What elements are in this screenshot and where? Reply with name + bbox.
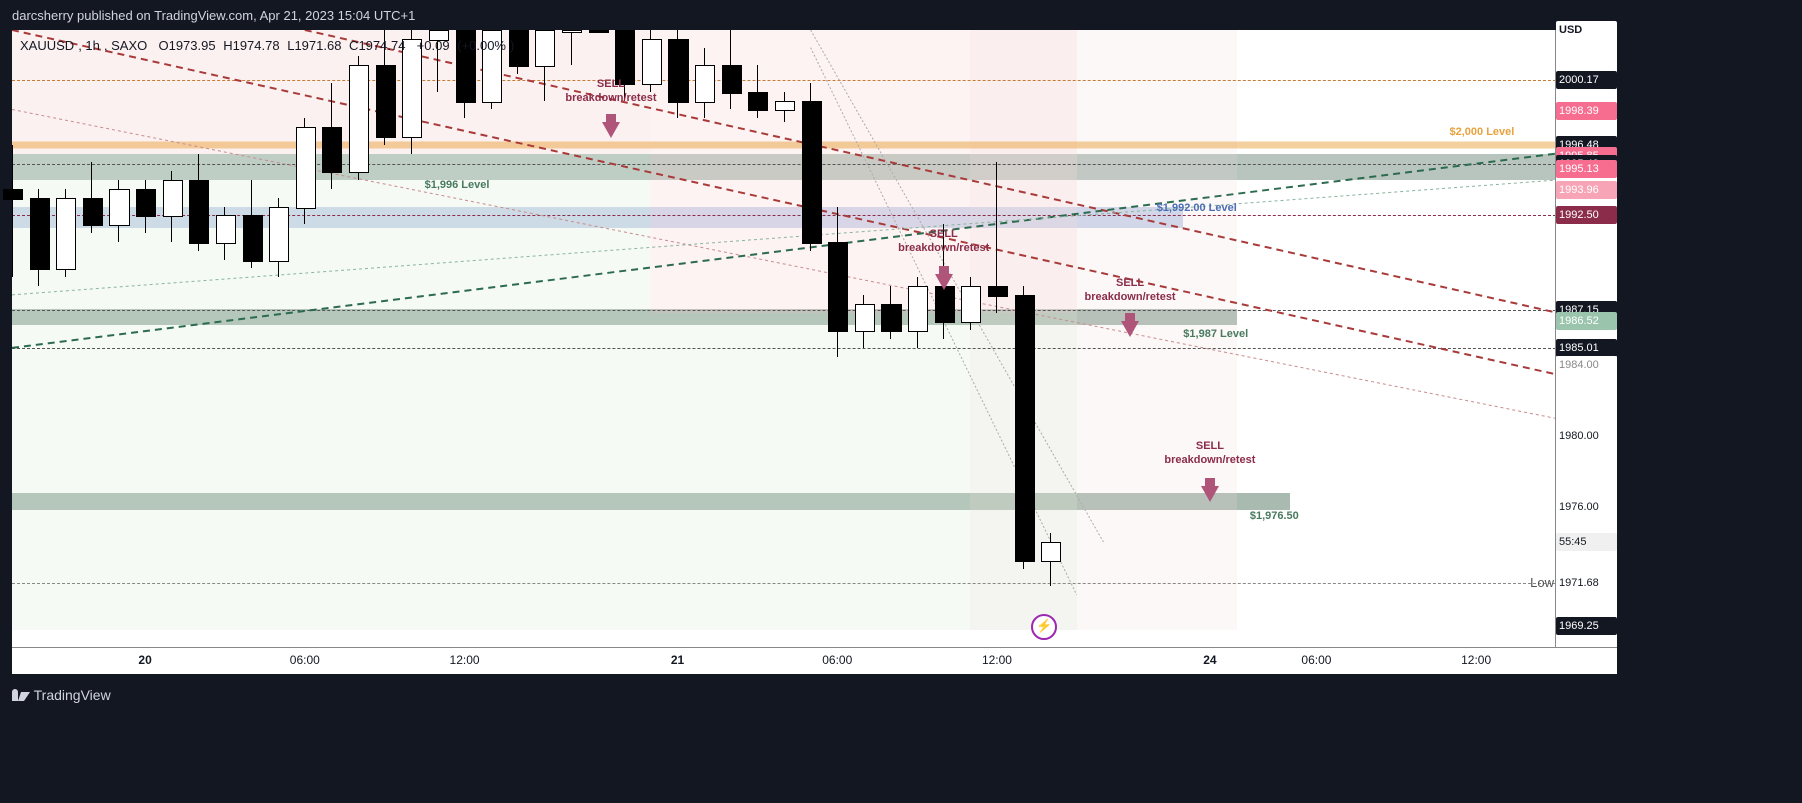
time-tick: 20 — [138, 653, 151, 667]
tradingview-logo: TradingView — [12, 687, 111, 703]
candle-body — [136, 189, 156, 217]
time-tick: 12:00 — [450, 653, 480, 667]
price-tag: 1971.68 — [1556, 574, 1617, 592]
price-tag: 1969.25 — [1556, 617, 1617, 635]
candle-body — [695, 65, 715, 102]
price-tag: 1986.52 — [1556, 312, 1617, 330]
price-zone — [12, 154, 651, 631]
candle-body — [615, 30, 635, 85]
price-tag: 1984.00 — [1556, 356, 1617, 374]
candle-body — [562, 30, 582, 33]
level-label: $1,996 Level — [425, 179, 490, 191]
candle-body — [376, 65, 396, 138]
candle-body — [243, 215, 263, 261]
candle-body — [56, 198, 76, 271]
candle-body — [189, 180, 209, 244]
candle-body — [1015, 295, 1035, 562]
level-label: $2,000 Level — [1450, 126, 1515, 138]
candle-body — [296, 127, 316, 208]
candle-wick — [12, 145, 13, 277]
horizontal-line — [12, 583, 1556, 584]
arrow-down-icon — [602, 122, 620, 138]
price-tag: 1980.00 — [1556, 427, 1617, 445]
time-tick: 06:00 — [290, 653, 320, 667]
candle-body — [988, 286, 1008, 297]
candle-body — [855, 304, 875, 332]
horizontal-line — [12, 164, 1556, 165]
candle-body — [1041, 542, 1061, 562]
horizontal-line — [12, 80, 1556, 81]
candle-body — [775, 101, 795, 112]
candle-body — [83, 198, 103, 226]
candle-body — [3, 189, 23, 200]
publish-header: darcsherry published on TradingView.com,… — [12, 8, 415, 23]
candle-body — [935, 286, 955, 323]
candle-body — [322, 127, 342, 173]
bolt-icon: ⚡ — [1031, 614, 1057, 640]
level-label: $1,987 Level — [1183, 328, 1248, 340]
price-tag: 1976.00 — [1556, 498, 1617, 516]
horizontal-line — [12, 310, 1556, 311]
level-label: $1,992.00 Level — [1157, 202, 1237, 214]
time-tick: 12:00 — [982, 653, 1012, 667]
candle-body — [269, 207, 289, 262]
time-tick: 21 — [671, 653, 684, 667]
price-tag: 1998.39 — [1556, 102, 1617, 120]
ohlc-bar: XAUUSD, 1h, SAXO O1973.95 H1974.78 L1971… — [20, 38, 514, 53]
price-tag: 1993.96 — [1556, 181, 1617, 199]
candle-body — [402, 39, 422, 138]
price-tag: 1992.50 — [1556, 206, 1617, 224]
sell-annotation: SELLbreakdown/retest — [1075, 277, 1185, 305]
arrow-down-icon — [1201, 486, 1219, 502]
candle-body — [589, 30, 609, 33]
candle-body — [908, 286, 928, 332]
candle-body — [163, 180, 183, 217]
arrow-down-icon — [1121, 321, 1139, 337]
candle-body — [881, 304, 901, 332]
candle-body — [802, 101, 822, 244]
candle-body — [109, 189, 129, 226]
time-tick: 06:00 — [822, 653, 852, 667]
candle-body — [748, 92, 768, 112]
horizontal-line — [12, 348, 1556, 349]
low-label: Low — [1530, 575, 1554, 590]
arrow-down-icon — [935, 274, 953, 290]
time-axis[interactable]: 20 06:00 12:00 21 06:00 12:00 24 06:00 12:00 — [12, 647, 1617, 674]
candle-body — [535, 30, 555, 67]
candle-body — [668, 39, 688, 103]
price-tag: USD — [1556, 21, 1617, 39]
candle-body — [30, 198, 50, 271]
candle-body — [349, 65, 369, 173]
price-tag: 1995.13 — [1556, 160, 1617, 178]
price-tag: 55:45 — [1556, 533, 1617, 551]
candle-body — [216, 215, 236, 243]
candle-body — [722, 65, 742, 93]
level-label: $1,976.50 — [1250, 510, 1299, 522]
sell-annotation: SELLbreakdown/retest — [889, 228, 999, 256]
sell-annotation: SELLbreakdown/retest — [1155, 440, 1265, 468]
time-tick: 06:00 — [1301, 653, 1331, 667]
price-axis[interactable]: USD2000.171998.391996.481995.851995.4319… — [1555, 30, 1617, 648]
price-tag: 2000.17 — [1556, 71, 1617, 89]
sell-annotation: SELLbreakdown/retest — [556, 78, 666, 106]
candle-body — [961, 286, 981, 323]
chart-area[interactable]: SELLbreakdown/retest SELLbreakdown/retest… — [12, 30, 1556, 648]
candle-body — [828, 242, 848, 332]
time-tick: 12:00 — [1461, 653, 1491, 667]
time-tick: 24 — [1203, 653, 1216, 667]
candle-wick — [571, 30, 572, 65]
price-tag: 1985.01 — [1556, 339, 1617, 357]
horizontal-line — [12, 142, 1556, 149]
